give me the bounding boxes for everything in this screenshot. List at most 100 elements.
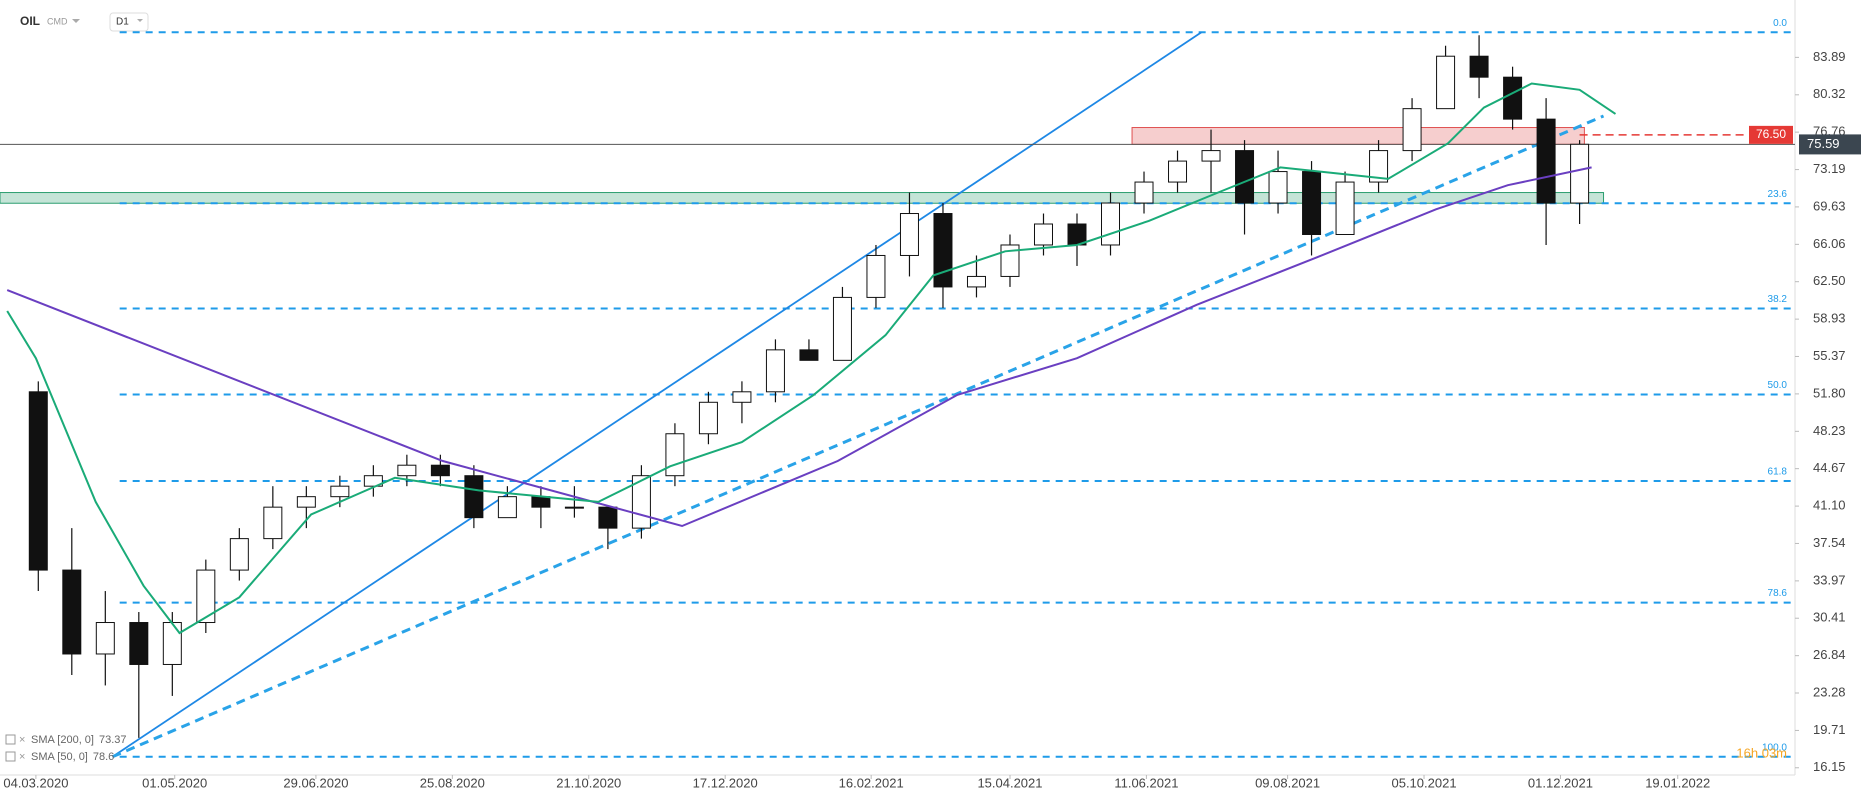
candle-body: [62, 569, 82, 655]
candle-body: [866, 254, 886, 298]
y-tick-label: 44.67: [1813, 460, 1846, 475]
legend-value: 78.6: [93, 751, 114, 763]
candle-body: [229, 538, 249, 571]
candle-body: [698, 401, 718, 435]
alert-label-box: [1749, 125, 1793, 144]
y-tick-label: 19.71: [1813, 722, 1846, 737]
fib-label: 61.8: [1768, 467, 1788, 478]
candle-body: [765, 349, 785, 393]
candle-body: [1168, 160, 1188, 183]
candle-body: [397, 464, 417, 477]
y-tick-label: 41.10: [1813, 498, 1846, 513]
zone: [0, 192, 1605, 204]
last-price-box: [1799, 134, 1861, 155]
candle-body: [899, 213, 919, 256]
y-tick-label: 55.37: [1813, 348, 1846, 363]
y-tick-label: 83.89: [1813, 49, 1846, 64]
y-tick-label: 23.28: [1813, 684, 1846, 699]
candle-body: [598, 506, 618, 529]
symbol[interactable]: OIL: [20, 14, 40, 28]
x-tick-label: 16.02.2021: [839, 775, 904, 790]
candle-body: [631, 475, 651, 529]
dropdown-arrow: [137, 19, 143, 22]
candle-body: [95, 622, 115, 655]
candle-body: [1503, 76, 1523, 120]
y-tick-label: 80.32: [1813, 86, 1846, 101]
interval[interactable]: D1: [116, 17, 129, 28]
candle-body: [28, 391, 48, 571]
y-tick-label: 66.06: [1813, 236, 1846, 251]
alert-label: 76.50: [1756, 127, 1786, 141]
candle-body: [799, 349, 819, 361]
candle-body: [966, 275, 986, 288]
candle-body: [732, 391, 752, 403]
candle-body: [1469, 55, 1489, 78]
x-tick-label: 11.06.2021: [1114, 775, 1178, 790]
x-tick-label: 25.08.2020: [420, 775, 485, 790]
fib-label: 78.6: [1768, 588, 1788, 599]
y-tick-label: 51.80: [1813, 385, 1846, 400]
fib-label: 100.0: [1762, 742, 1787, 753]
x-tick-label: 09.08.2021: [1255, 775, 1320, 790]
interval-box[interactable]: [109, 12, 149, 32]
legend-icon: [5, 751, 16, 762]
candle-body: [330, 485, 350, 498]
last-price-label: 75.59: [1807, 136, 1840, 151]
fib-label: 0.0: [1773, 18, 1787, 29]
candle-body: [1402, 108, 1422, 152]
candle-body: [464, 475, 484, 519]
fib-label: 38.2: [1768, 294, 1788, 305]
candle-body: [1134, 181, 1154, 204]
candle-body: [1033, 223, 1053, 246]
candle-body: [665, 433, 685, 477]
candle-body: [1536, 118, 1556, 204]
y-tick-label: 26.84: [1813, 647, 1846, 662]
x-tick-label: 15.04.2021: [977, 775, 1042, 790]
fib-label: 50.0: [1768, 380, 1788, 391]
candle-body: [196, 569, 216, 624]
y-tick-label: 73.19: [1813, 161, 1846, 176]
candle-body: [1201, 150, 1221, 162]
candle-body: [1302, 171, 1322, 235]
candle-body: [296, 496, 316, 508]
legend-name: SMA [200, 0]: [31, 734, 94, 746]
y-tick-label: 33.97: [1813, 572, 1846, 587]
x-tick-label: 04.03.2020: [3, 775, 68, 790]
y-tick-label: 48.23: [1813, 423, 1846, 438]
sma-line: [6, 166, 1592, 528]
candle-body: [1101, 202, 1121, 246]
candle-body: [1000, 244, 1020, 277]
candle-body: [1235, 150, 1255, 204]
candle-body: [531, 496, 551, 508]
legend-icon: [5, 734, 16, 745]
x-tick-label: 05.10.2021: [1391, 775, 1456, 790]
x-tick-label: 19.01.2022: [1645, 775, 1710, 790]
market: CMD: [47, 16, 68, 26]
x-tick-label: 21.10.2020: [556, 775, 621, 790]
y-tick-label: 62.50: [1813, 273, 1846, 288]
dropdown-arrow[interactable]: [72, 19, 80, 23]
sma-line: [6, 82, 1617, 635]
legend-name: SMA [50, 0]: [31, 751, 88, 763]
candle-body: [1268, 171, 1288, 204]
legend-value: 73.37: [99, 734, 127, 746]
y-tick-label: 30.41: [1813, 610, 1846, 625]
x-tick-label: 01.12.2021: [1528, 775, 1593, 790]
y-tick-label: 16.15: [1813, 759, 1846, 774]
fib-label: 23.6: [1768, 189, 1788, 200]
candle-body: [832, 296, 852, 361]
x-tick-label: 17.12.2020: [693, 775, 758, 790]
zone: [1131, 127, 1585, 145]
countdown: 16h 03m: [1736, 745, 1787, 760]
candle-body: [1335, 181, 1355, 235]
legend-close: ×: [19, 734, 25, 746]
candle-body: [263, 506, 283, 540]
candle-body: [162, 622, 182, 665]
trendline: [111, 114, 1605, 759]
candle-body: [1570, 143, 1590, 204]
candle-body: [1369, 150, 1389, 183]
y-tick-label: 37.54: [1813, 535, 1846, 550]
candle-body: [430, 464, 450, 477]
candle-body: [933, 213, 953, 288]
